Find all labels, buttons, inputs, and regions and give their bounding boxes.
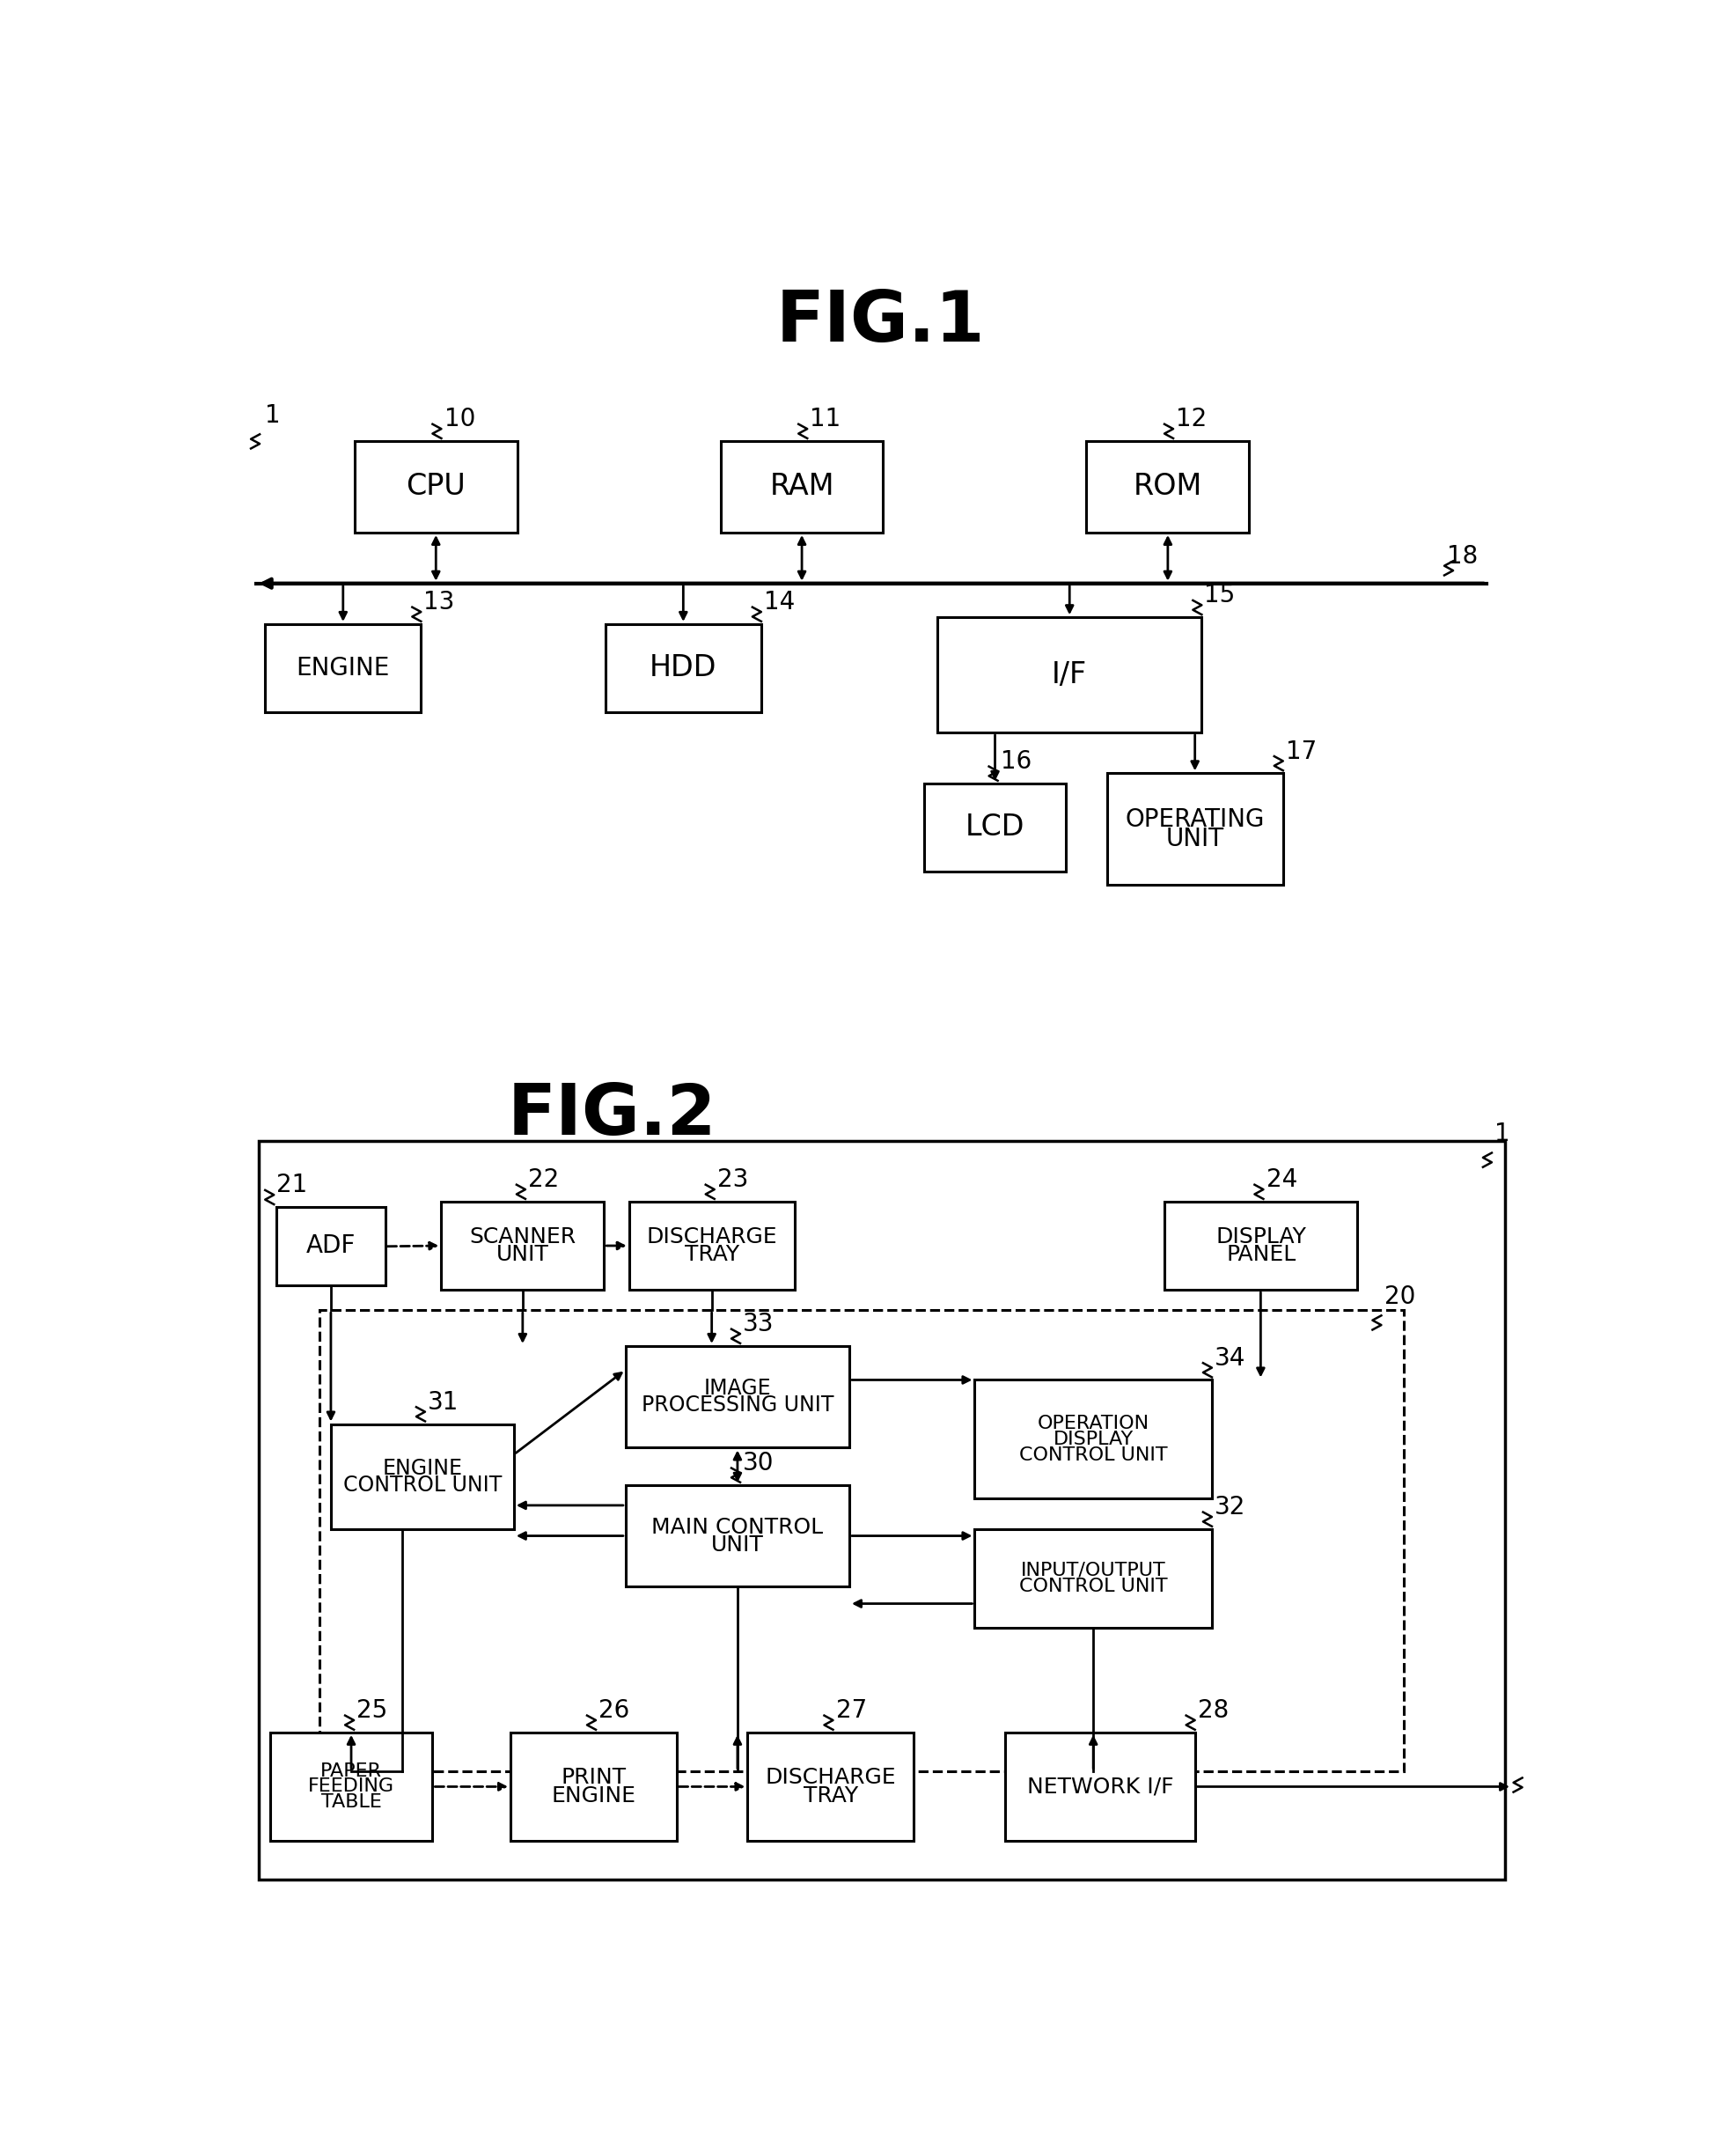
Text: INPUT/OUTPUT: INPUT/OUTPUT <box>1020 1561 1167 1578</box>
Text: ADF: ADF <box>306 1233 356 1259</box>
Text: PROCESSING UNIT: PROCESSING UNIT <box>641 1395 833 1416</box>
Text: OPERATING: OPERATING <box>1125 806 1264 832</box>
Bar <box>265 623 421 711</box>
Text: ROM: ROM <box>1134 472 1203 502</box>
Text: CONTROL UNIT: CONTROL UNIT <box>344 1475 502 1496</box>
Text: 12: 12 <box>1175 407 1208 431</box>
Text: MAIN CONTROL: MAIN CONTROL <box>651 1516 823 1537</box>
Bar <box>1165 1201 1357 1289</box>
Text: 20: 20 <box>1385 1285 1416 1309</box>
Text: PRINT: PRINT <box>560 1768 625 1787</box>
Text: 10: 10 <box>443 407 476 431</box>
Text: UNIT: UNIT <box>497 1244 550 1266</box>
Bar <box>625 1345 849 1447</box>
Bar <box>747 1733 914 1841</box>
Text: DISCHARGE: DISCHARGE <box>646 1227 778 1248</box>
Text: PAPER: PAPER <box>320 1761 381 1779</box>
Text: CPU: CPU <box>405 472 466 502</box>
Text: 1: 1 <box>265 403 280 427</box>
Bar <box>974 1380 1211 1498</box>
Bar <box>277 1207 385 1285</box>
Bar <box>270 1733 433 1841</box>
Text: 13: 13 <box>424 591 455 614</box>
Text: 17: 17 <box>1285 740 1316 763</box>
Text: 22: 22 <box>527 1169 558 1192</box>
Text: 27: 27 <box>835 1699 868 1723</box>
Bar <box>510 1733 677 1841</box>
Text: 28: 28 <box>1197 1699 1228 1723</box>
Bar <box>1106 774 1283 886</box>
Text: 31: 31 <box>428 1391 459 1414</box>
Text: RAM: RAM <box>770 472 835 502</box>
Text: 32: 32 <box>1215 1494 1246 1520</box>
Bar <box>1005 1733 1196 1841</box>
Text: 16: 16 <box>1000 750 1031 774</box>
Text: FEEDING: FEEDING <box>308 1779 395 1796</box>
Text: UNIT: UNIT <box>1167 826 1223 852</box>
Bar <box>605 623 761 711</box>
Text: PANEL: PANEL <box>1227 1244 1295 1266</box>
Text: DISPLAY: DISPLAY <box>1053 1429 1134 1449</box>
Text: FIG.2: FIG.2 <box>507 1080 716 1149</box>
Bar <box>974 1529 1211 1628</box>
Text: UNIT: UNIT <box>711 1535 765 1554</box>
Text: TRAY: TRAY <box>804 1785 857 1807</box>
Text: LCD: LCD <box>966 813 1024 843</box>
Text: ENGINE: ENGINE <box>383 1457 462 1479</box>
Text: NETWORK I/F: NETWORK I/F <box>1027 1777 1173 1798</box>
Text: 26: 26 <box>598 1699 629 1723</box>
Text: 11: 11 <box>809 407 842 431</box>
Bar <box>354 442 517 533</box>
Bar <box>258 1141 1505 1880</box>
Text: TRAY: TRAY <box>685 1244 739 1266</box>
Text: ENGINE: ENGINE <box>551 1785 636 1807</box>
Text: CONTROL UNIT: CONTROL UNIT <box>1019 1447 1168 1464</box>
Bar <box>629 1201 795 1289</box>
Text: SCANNER: SCANNER <box>469 1227 576 1248</box>
Bar <box>1086 442 1249 533</box>
Bar <box>938 617 1201 733</box>
Text: 24: 24 <box>1266 1169 1297 1192</box>
Bar <box>625 1485 849 1587</box>
Bar <box>332 1423 514 1529</box>
Text: 30: 30 <box>742 1451 775 1475</box>
Bar <box>924 783 1067 871</box>
Text: CONTROL UNIT: CONTROL UNIT <box>1019 1578 1168 1595</box>
Bar <box>442 1201 605 1289</box>
Text: 34: 34 <box>1215 1345 1246 1371</box>
Text: DISCHARGE: DISCHARGE <box>765 1768 897 1787</box>
Text: 1: 1 <box>1495 1121 1510 1147</box>
Bar <box>720 442 883 533</box>
Bar <box>320 1311 1404 1770</box>
Text: OPERATION: OPERATION <box>1038 1414 1149 1432</box>
Text: 21: 21 <box>277 1173 308 1197</box>
Text: 33: 33 <box>742 1311 775 1337</box>
Text: TABLE: TABLE <box>321 1794 381 1811</box>
Text: HDD: HDD <box>649 653 716 683</box>
Text: 18: 18 <box>1447 543 1477 569</box>
Text: FIG.1: FIG.1 <box>777 289 984 356</box>
Text: DISPLAY: DISPLAY <box>1216 1227 1306 1248</box>
Text: 15: 15 <box>1204 582 1235 608</box>
Text: ENGINE: ENGINE <box>295 655 390 681</box>
Text: I/F: I/F <box>1051 660 1087 690</box>
Text: 25: 25 <box>357 1699 388 1723</box>
Text: 14: 14 <box>765 591 795 614</box>
Text: 23: 23 <box>716 1169 749 1192</box>
Text: IMAGE: IMAGE <box>704 1378 771 1399</box>
